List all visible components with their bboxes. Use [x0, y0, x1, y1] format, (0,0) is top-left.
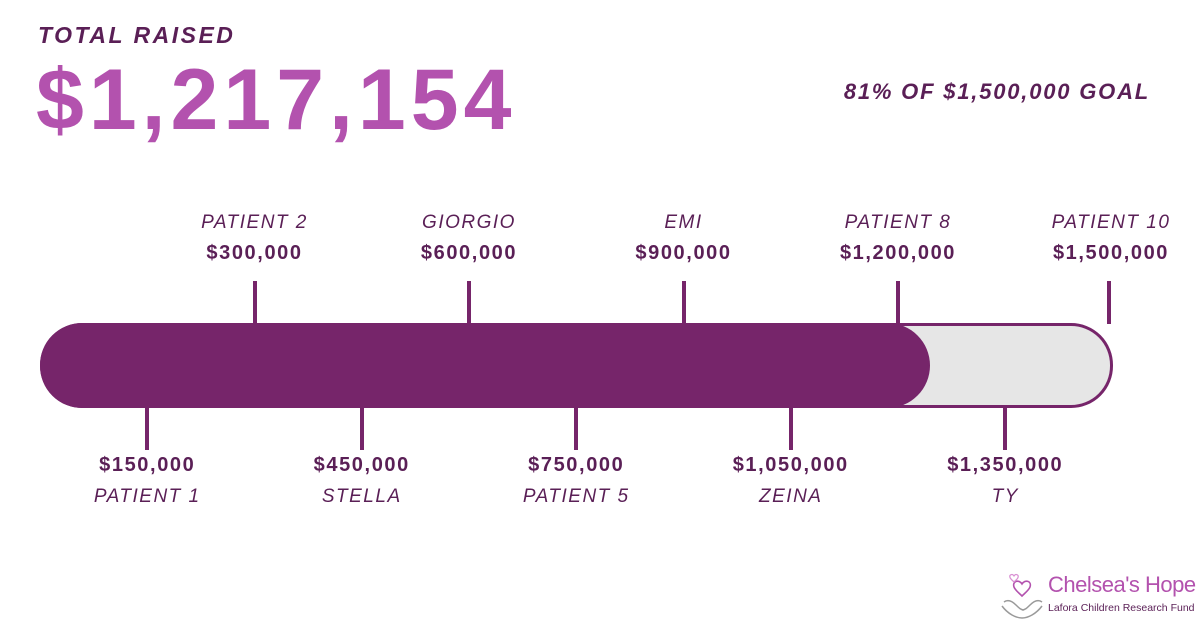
milestone-amount: $900,000: [635, 242, 732, 264]
hands-heart-icon: [1001, 573, 1043, 619]
milestone-tick: [145, 406, 150, 450]
milestone-amount: $750,000: [528, 454, 625, 476]
total-raised-label: TOTAL RAISED: [38, 22, 236, 48]
logo-subtitle: Lafora Children Research Fund: [1048, 602, 1195, 614]
milestone-name: PATIENT 2: [201, 212, 308, 233]
milestone-amount: $450,000: [313, 454, 410, 476]
milestone-name: PATIENT 5: [522, 486, 630, 507]
milestone-amount: $600,000: [420, 242, 518, 264]
progress-bar-fill: [40, 323, 930, 408]
milestone-tick: [574, 406, 579, 450]
milestone-tick: [252, 281, 257, 324]
milestone-amount: $1,350,000: [947, 454, 1064, 476]
goal-progress-text: 81% OF $1,500,000 GOAL: [843, 79, 1150, 104]
milestone-name: PATIENT 1: [93, 486, 201, 507]
milestone-amount: $1,500,000: [1052, 242, 1170, 264]
milestone-name: ZEINA: [759, 486, 823, 507]
milestone-name: STELLA: [321, 486, 402, 507]
milestone-amount: $150,000: [99, 454, 196, 476]
milestone-tick: [467, 281, 471, 324]
milestone-name: TY: [991, 486, 1019, 507]
milestone-amount: $1,050,000: [732, 454, 849, 476]
milestone-tick: [1003, 406, 1008, 450]
milestone-name: EMI: [664, 212, 703, 233]
milestone-name: PATIENT 10: [1051, 212, 1171, 233]
milestone-amount: $300,000: [206, 242, 303, 264]
milestone-tick: [359, 406, 364, 450]
milestone-tick: [788, 406, 793, 450]
total-raised-amount: $1,217,154: [36, 52, 517, 148]
milestone-amount: $1,200,000: [839, 242, 957, 264]
milestone-name: PATIENT 8: [844, 212, 952, 233]
milestone-tick: [681, 281, 686, 324]
logo-title: Chelsea's Hope: [1048, 572, 1196, 597]
chelseas-hope-logo: Chelsea's Hope Lafora Children Research …: [1000, 572, 1196, 622]
milestone-tick: [1107, 281, 1111, 324]
milestone-tick: [896, 281, 900, 324]
milestone-name: GIORGIO: [422, 212, 516, 233]
